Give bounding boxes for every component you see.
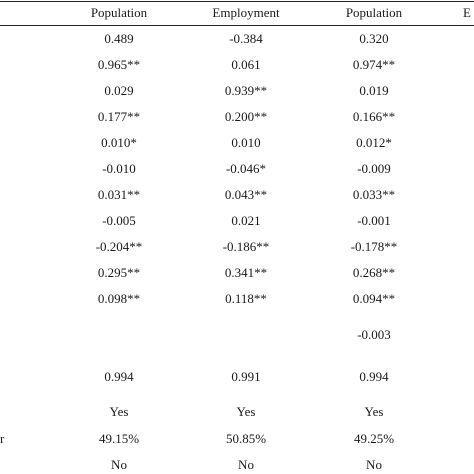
table-cell: -0.186** bbox=[222, 239, 270, 254]
table-cell: 0.994 bbox=[359, 369, 389, 384]
header-rule bbox=[0, 25, 474, 26]
table-cell: -0.046* bbox=[225, 161, 267, 176]
table-cell: 0.965** bbox=[97, 57, 141, 72]
table-cell: -0.005 bbox=[102, 213, 136, 228]
table-cell: 0.118** bbox=[225, 291, 267, 306]
row-label: r bbox=[0, 431, 5, 446]
table-cell: 0.489 bbox=[104, 31, 134, 46]
table-cell: 0.200** bbox=[224, 109, 268, 124]
table-cell: 0.939** bbox=[224, 83, 268, 98]
table-cell: 0.033** bbox=[352, 187, 396, 202]
table-cell: -0.010 bbox=[102, 161, 136, 176]
table-cell: No bbox=[238, 457, 254, 472]
col-header-1: Population bbox=[90, 5, 148, 20]
table-cell: 0.295** bbox=[97, 265, 141, 280]
table-cell: -0.003 bbox=[357, 327, 391, 342]
table-cell: 50.85% bbox=[225, 431, 267, 446]
table-cell: 0.012* bbox=[356, 135, 392, 150]
table-cell: 0.031** bbox=[97, 187, 141, 202]
table-cell: 0.177** bbox=[97, 109, 141, 124]
table-cell: 49.15% bbox=[98, 431, 140, 446]
table-cell: No bbox=[111, 457, 127, 472]
table-cell: -0.384 bbox=[229, 31, 263, 46]
table-cell: No bbox=[366, 457, 382, 472]
table-cell: 0.166** bbox=[352, 109, 396, 124]
table-cell: 0.010* bbox=[101, 135, 137, 150]
table-cell: 0.994 bbox=[104, 369, 134, 384]
table-cell: 0.268** bbox=[352, 265, 396, 280]
table-cell: 49.25% bbox=[353, 431, 395, 446]
table-cell: 0.043** bbox=[224, 187, 268, 202]
table-cell: 0.974** bbox=[352, 57, 396, 72]
col-header-2: Employment bbox=[212, 5, 280, 20]
table-cell: -0.204** bbox=[95, 239, 143, 254]
col-header-4-partial: E bbox=[463, 5, 471, 20]
table-cell: Yes bbox=[364, 404, 384, 419]
table-cell: Yes bbox=[109, 404, 129, 419]
table-cell: Yes bbox=[236, 404, 256, 419]
table-cell: 0.019 bbox=[359, 83, 389, 98]
table-cell: -0.009 bbox=[357, 161, 391, 176]
table-cell: 0.341** bbox=[224, 265, 268, 280]
col-header-3: Population bbox=[345, 5, 403, 20]
table-cell: -0.178** bbox=[350, 239, 398, 254]
table-cell: -0.001 bbox=[357, 213, 391, 228]
table-cell: 0.029 bbox=[104, 83, 134, 98]
table-cell: 0.991 bbox=[231, 369, 261, 384]
table-cell: 0.320 bbox=[359, 31, 389, 46]
top-rule bbox=[0, 1, 474, 2]
table-cell: 0.021 bbox=[231, 213, 261, 228]
table-cell: 0.010 bbox=[231, 135, 261, 150]
table-cell: 0.098** bbox=[97, 291, 141, 306]
table-cell: 0.094** bbox=[352, 291, 396, 306]
table-cell: 0.061 bbox=[231, 57, 261, 72]
